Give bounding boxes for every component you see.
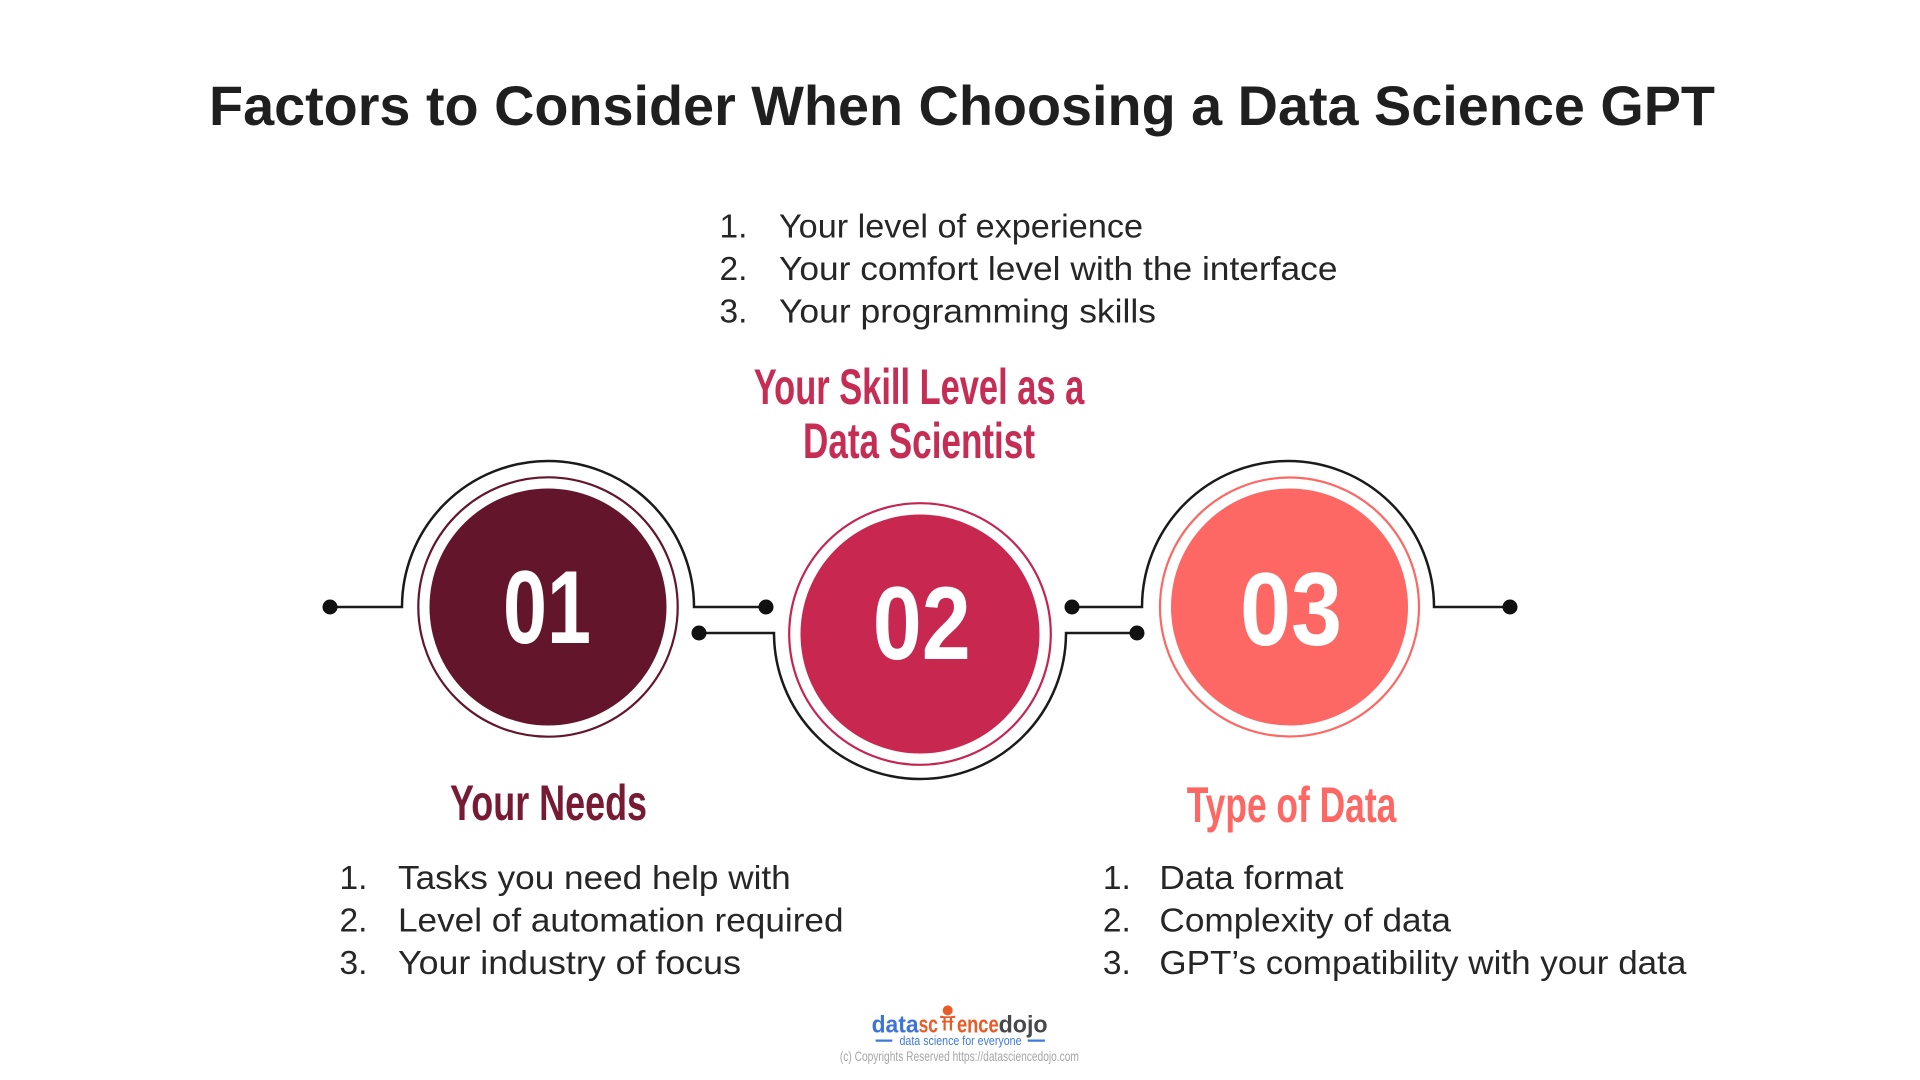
svg-text:Type of Data: Type of Data (1187, 777, 1397, 833)
svg-text:2.: 2. (340, 903, 368, 940)
svg-text:(c) Copyrights Reserved https: (c) Copyrights Reserved https://datascie… (840, 1048, 1079, 1064)
svg-text:dojo: dojo (999, 1012, 1048, 1039)
svg-text:Your Needs: Your Needs (450, 775, 647, 831)
svg-text:Tasks you need help with: Tasks you need help with (398, 860, 791, 897)
svg-text:Data Scientist: Data Scientist (803, 413, 1035, 469)
svg-text:GPT’s compatibility with your: GPT’s compatibility with your data (1159, 945, 1686, 982)
svg-text:3.: 3. (720, 294, 748, 331)
svg-text:Your level of experience: Your level of experience (779, 209, 1143, 246)
svg-text:ence: ence (957, 1012, 999, 1039)
svg-text:02: 02 (873, 565, 971, 681)
svg-text:Level of automation required: Level of automation required (398, 903, 844, 940)
svg-text:sc: sc (919, 1012, 938, 1039)
svg-text:3.: 3. (1103, 945, 1131, 982)
svg-text:data science for everyone: data science for everyone (900, 1033, 1022, 1048)
svg-text:1.: 1. (340, 860, 368, 897)
svg-text:2.: 2. (1103, 903, 1131, 940)
svg-text:Data format: Data format (1159, 860, 1344, 897)
svg-text:01: 01 (503, 549, 591, 665)
svg-text:1.: 1. (1103, 860, 1131, 897)
svg-text:Complexity of data: Complexity of data (1159, 903, 1451, 940)
svg-text:Factors to Consider When Choos: Factors to Consider When Choosing a Data… (209, 74, 1715, 137)
svg-text:2.: 2. (720, 251, 748, 288)
svg-text:data: data (872, 1012, 919, 1039)
svg-text:Your industry of focus: Your industry of focus (398, 945, 741, 982)
svg-text:3.: 3. (340, 945, 368, 982)
svg-text:1.: 1. (720, 209, 748, 246)
svg-text:03: 03 (1240, 551, 1342, 667)
svg-text:Your comfort level with the in: Your comfort level with the interface (779, 251, 1338, 288)
svg-text:Your programming skills: Your programming skills (779, 294, 1156, 331)
svg-text:Your Skill Level as a: Your Skill Level as a (754, 359, 1085, 415)
